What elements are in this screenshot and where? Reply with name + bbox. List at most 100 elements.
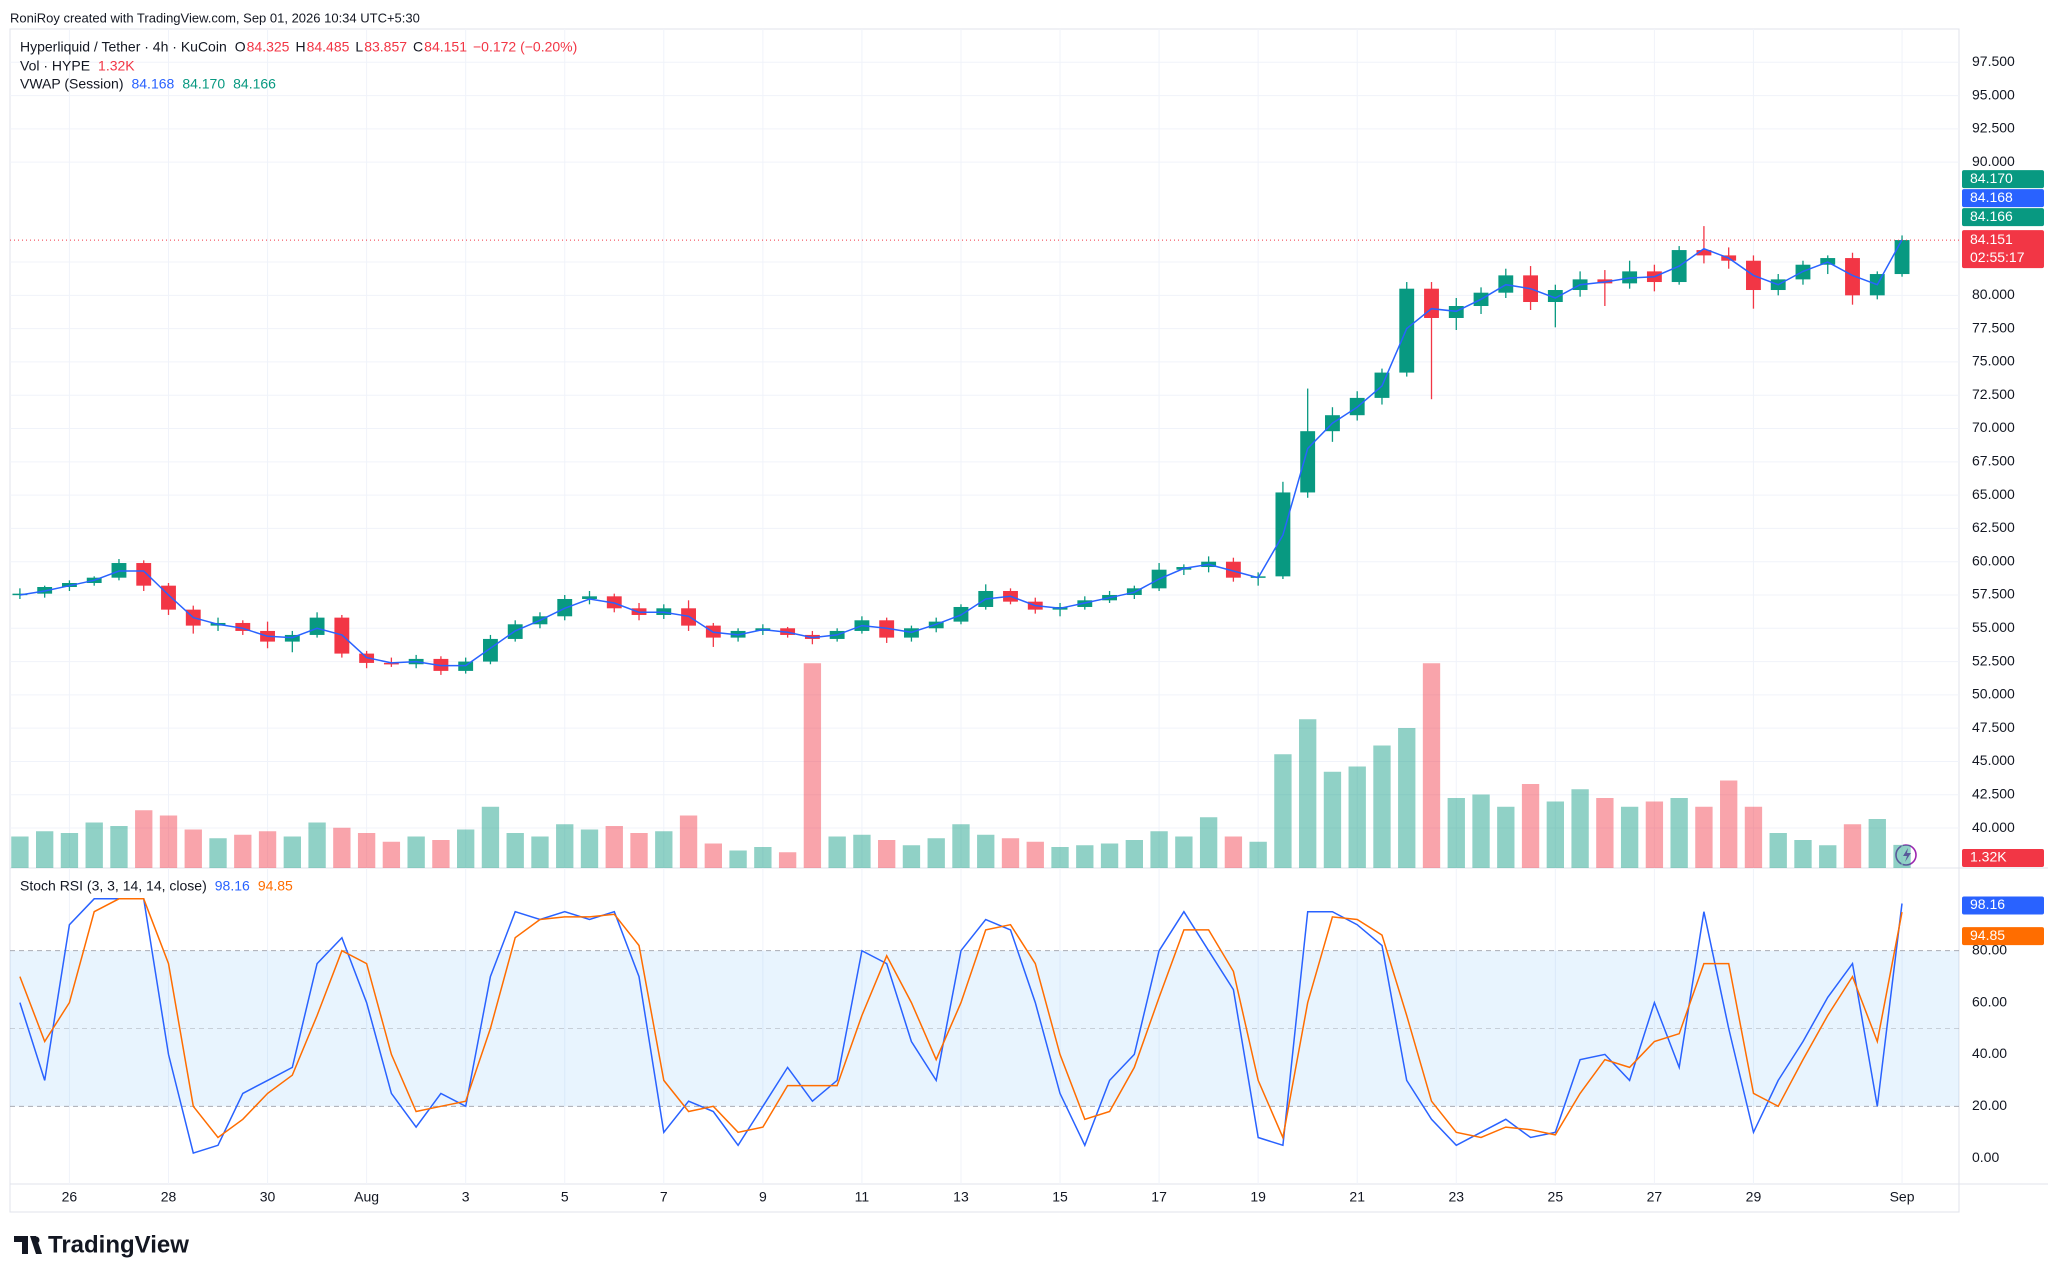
volume-bar [1769, 833, 1787, 868]
x-tick-label: 15 [1052, 1189, 1068, 1205]
volume-bar [580, 829, 599, 868]
footer-logo: TradingView [14, 1231, 189, 1258]
legend-text: H [295, 39, 305, 55]
legend-text: 1.32K [98, 58, 135, 74]
lightning-icon [1895, 844, 1917, 866]
legend-text: O [235, 39, 246, 55]
volume-bar [556, 824, 574, 868]
volume-bar [1348, 766, 1366, 868]
volume-bar [85, 822, 103, 868]
legend-text: Stoch RSI (3, 3, 14, 14, close) [20, 878, 207, 894]
last-price-bg [1962, 230, 2044, 269]
volume-bar [1472, 794, 1490, 868]
volume-bar [630, 833, 648, 868]
volume-bar [1001, 838, 1020, 868]
legend-text: 84.151 [424, 39, 467, 55]
price-label: 84.170 [1970, 170, 2013, 186]
volume-bar [1893, 844, 1911, 868]
y-tick-label: 65.000 [1972, 486, 2015, 502]
volume-bar [209, 838, 227, 868]
volume-bar [704, 843, 722, 868]
x-tick-label: 11 [855, 1189, 870, 1205]
volume-bar [1695, 806, 1713, 868]
legend-text: 84.166 [233, 76, 276, 92]
candle-body [483, 638, 498, 662]
x-tick-label: 23 [1448, 1189, 1464, 1205]
volume-bar [605, 826, 623, 868]
volume-bar [1175, 836, 1193, 868]
volume-bar [1274, 754, 1292, 868]
stoch-line [19, 898, 1903, 1155]
volume-bar [1373, 745, 1391, 868]
y-tick-label: 80.000 [1972, 286, 2015, 302]
icon-bolt [1903, 848, 1911, 862]
candle-body [383, 662, 399, 665]
legend-text: VWAP (Session) [20, 76, 123, 92]
volume-bar [679, 815, 698, 868]
stoch-value-label: 94.85 [1970, 927, 2005, 943]
last-price: 84.151 [1970, 231, 2013, 247]
candle-body [136, 563, 152, 586]
price-label-bg [1962, 208, 2044, 227]
x-tick-label: 25 [1548, 1189, 1564, 1205]
volume-bar [382, 841, 401, 868]
volume-bar [481, 806, 500, 868]
volume-bar [407, 836, 425, 868]
x-tick-label: 5 [561, 1189, 569, 1205]
price-label-bg [1962, 170, 2044, 189]
volume-bar [902, 845, 921, 868]
volume-bar [60, 833, 79, 868]
price-label: 84.168 [1970, 189, 2013, 205]
y-tick-label: 92.500 [1972, 120, 2015, 136]
volume-bar [977, 834, 995, 868]
volume-bar [1497, 806, 1515, 868]
candle-body [1845, 258, 1860, 296]
legend-text: 84.168 [131, 76, 174, 92]
volume-bar [1199, 817, 1218, 868]
volume-bar [283, 836, 301, 868]
volume-bar [1100, 843, 1119, 868]
legend-text: Vol · HYPE [20, 58, 90, 74]
volume-label-bg [1962, 849, 2044, 867]
logo-dot [32, 1236, 40, 1244]
x-tick-label: 26 [62, 1189, 78, 1205]
volume-bar [1670, 798, 1688, 868]
candle-body [1894, 240, 1910, 275]
stoch-value-label: 98.16 [1970, 896, 2005, 912]
legend-text: 98.16 [215, 878, 250, 894]
x-tick-label: 27 [1647, 1189, 1663, 1205]
candle-body [1696, 250, 1712, 256]
volume-bar [36, 831, 54, 868]
candle-body [1300, 431, 1316, 493]
volume-bar [1571, 789, 1589, 868]
volume-bar [1620, 806, 1639, 868]
y-tick-label: 72.500 [1972, 386, 2015, 402]
volume-bar [729, 850, 747, 868]
legend-text: 83.857 [364, 39, 407, 55]
x-tick-label: 28 [161, 1189, 177, 1205]
volume-bar [1051, 847, 1069, 868]
y-tick-label: 42.500 [1972, 785, 2015, 801]
y-tick-label: 45.000 [1972, 752, 2015, 768]
volume-bar [1744, 806, 1763, 868]
volume-bar [1398, 728, 1416, 868]
stoch-value-label-bg [1962, 927, 2044, 946]
volume-bar [1125, 840, 1143, 868]
stoch-line [19, 898, 1903, 1141]
vwap-line [19, 239, 1903, 667]
stoch-tick-label: 60.00 [1972, 993, 2007, 1009]
volume-bar [531, 836, 549, 868]
volume-bar [1843, 824, 1862, 868]
volume-bar [1422, 663, 1441, 868]
x-tick-label: 7 [660, 1189, 668, 1205]
volume-bar [1521, 784, 1540, 868]
stoch-tick-label: 40.00 [1972, 1045, 2007, 1061]
volume-bar [1596, 798, 1614, 868]
volume-bar [1323, 771, 1342, 868]
volume-bar [1026, 841, 1044, 868]
volume-bar [1868, 819, 1886, 868]
x-tick-label: 30 [260, 1189, 276, 1205]
volume-bar [778, 852, 797, 868]
brand: TradingView [48, 1231, 189, 1258]
